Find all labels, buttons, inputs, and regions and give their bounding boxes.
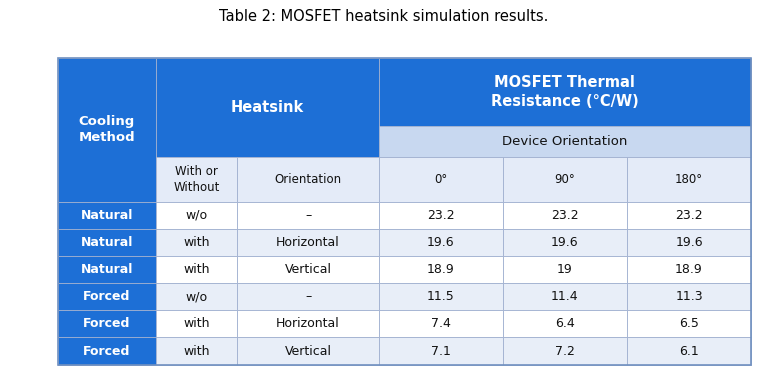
Text: Forced: Forced [83,290,131,303]
Text: Vertical: Vertical [284,263,332,276]
Text: Natural: Natural [81,236,133,249]
Text: Natural: Natural [81,209,133,222]
Bar [379,229,503,256]
Text: –: – [305,209,311,222]
Text: Horizontal: Horizontal [276,318,340,330]
Bar [156,157,237,202]
Bar [627,202,751,229]
Bar [379,310,503,337]
Bar [627,256,751,283]
Text: 19.6: 19.6 [551,236,579,249]
Text: w/o: w/o [186,209,208,222]
Text: 18.9: 18.9 [675,263,703,276]
Text: 11.3: 11.3 [675,290,703,303]
Bar [58,202,156,229]
Text: With or
Without: With or Without [174,165,220,194]
Text: 6.1: 6.1 [679,344,699,358]
Text: 90°: 90° [554,173,575,186]
Bar [58,58,751,365]
Bar [156,337,237,365]
Bar [503,310,627,337]
Bar [503,229,627,256]
Text: Table 2: MOSFET heatsink simulation results.: Table 2: MOSFET heatsink simulation resu… [220,9,548,24]
Text: 11.5: 11.5 [427,290,455,303]
Text: with: with [184,344,210,358]
Bar [156,310,237,337]
Bar [58,256,156,283]
Bar [58,310,156,337]
Bar [379,337,503,365]
Text: 7.2: 7.2 [555,344,574,358]
Bar [379,283,503,310]
Text: 18.9: 18.9 [427,263,455,276]
Text: 7.1: 7.1 [431,344,451,358]
Text: 23.2: 23.2 [551,209,579,222]
Bar [379,157,503,202]
Bar [503,283,627,310]
Text: 19.6: 19.6 [675,236,703,249]
Bar [503,337,627,365]
Text: MOSFET Thermal
Resistance (°C/W): MOSFET Thermal Resistance (°C/W) [491,75,639,109]
Bar [379,58,751,126]
Text: Horizontal: Horizontal [276,236,340,249]
Text: 19.6: 19.6 [427,236,455,249]
Bar [237,337,379,365]
Text: Forced: Forced [83,318,131,330]
Bar [627,310,751,337]
Bar [156,202,237,229]
Bar [627,157,751,202]
Text: 23.2: 23.2 [675,209,703,222]
Text: Cooling
Method: Cooling Method [78,115,135,144]
Bar [237,256,379,283]
Text: w/o: w/o [186,290,208,303]
Bar [156,283,237,310]
Text: 7.4: 7.4 [431,318,451,330]
Text: with: with [184,263,210,276]
Bar [237,310,379,337]
Bar [58,58,156,202]
Text: Natural: Natural [81,263,133,276]
Bar [58,229,156,256]
Bar [156,256,237,283]
Text: Forced: Forced [83,344,131,358]
Bar [58,283,156,310]
Text: 6.5: 6.5 [679,318,699,330]
Text: Heatsink: Heatsink [230,100,304,115]
Text: 19: 19 [557,263,573,276]
Bar [503,202,627,229]
Text: 23.2: 23.2 [427,209,455,222]
Bar [627,283,751,310]
Bar [237,157,379,202]
Bar [156,58,379,157]
Bar [503,256,627,283]
Text: Orientation: Orientation [274,173,342,186]
Text: –: – [305,290,311,303]
Bar [627,337,751,365]
Text: 11.4: 11.4 [551,290,579,303]
Text: Device Orientation: Device Orientation [502,135,627,148]
Text: Vertical: Vertical [284,344,332,358]
Text: with: with [184,236,210,249]
Bar [379,202,503,229]
Bar [379,256,503,283]
Bar [156,229,237,256]
Bar [237,229,379,256]
Text: 6.4: 6.4 [555,318,574,330]
Bar [503,157,627,202]
Text: with: with [184,318,210,330]
Bar [379,126,751,157]
Bar [237,202,379,229]
Bar [627,229,751,256]
Bar [237,283,379,310]
Text: 0°: 0° [434,173,448,186]
Bar [58,337,156,365]
Text: 180°: 180° [675,173,703,186]
